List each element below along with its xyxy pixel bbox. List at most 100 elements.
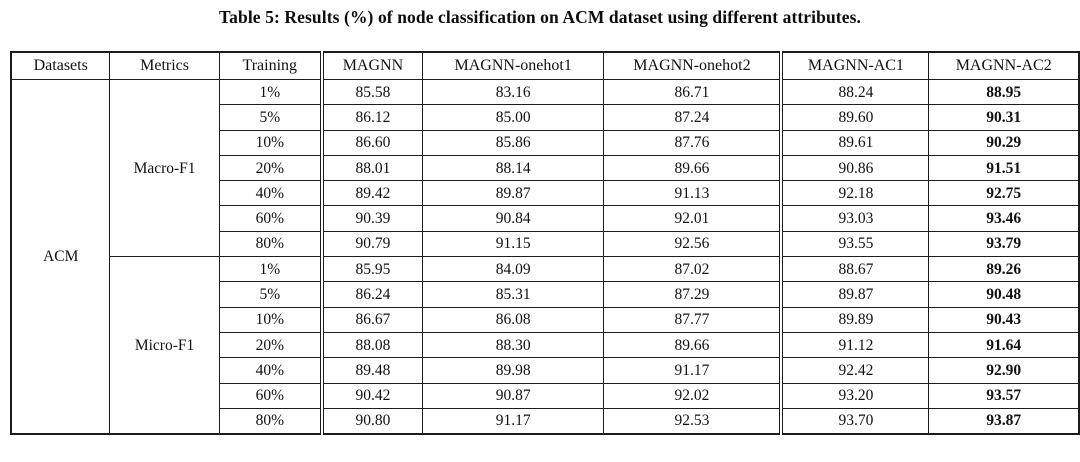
table-row: 60% 90.42 90.87 92.02 93.20 93.57: [11, 382, 1080, 409]
training-ratio-cell: 40%: [218, 180, 323, 207]
training-ratio-cell: 60%: [218, 382, 323, 409]
value-cell-magnn-onehot1: 90.87: [421, 382, 605, 409]
value-cell-magnn-ac2: 93.79: [928, 230, 1080, 258]
training-ratio-cell: 80%: [218, 407, 323, 435]
column-header-magnn-onehot2: MAGNN-onehot2: [603, 51, 782, 80]
training-ratio-cell: 20%: [218, 331, 323, 359]
table-header: Datasets Metrics Training MAGNN MAGNN-onehot…: [10, 51, 1080, 80]
value-cell-magnn-ac1: 89.89: [779, 306, 930, 333]
value-cell-magnn-onehot1: 90.84: [421, 205, 605, 232]
value-cell-magnn-ac1: 89.60: [779, 104, 930, 131]
training-ratio-cell: 1%: [218, 78, 323, 106]
training-ratio-cell: 40%: [218, 357, 323, 384]
training-ratio-cell: 5%: [218, 104, 323, 131]
value-cell-magnn-onehot2: 92.02: [603, 382, 782, 409]
training-ratio-cell: 80%: [218, 230, 323, 258]
value-cell-magnn-ac2: 88.95: [928, 78, 1080, 106]
value-cell-magnn-onehot2: 89.66: [603, 154, 782, 182]
value-cell-magnn-ac2: 93.87: [928, 407, 1080, 435]
value-cell-magnn-onehot2: 87.02: [603, 256, 782, 283]
value-cell-magnn: 86.12: [319, 104, 423, 131]
table-row: ACM Macro-F1 1% 85.58 83.16 86.71 88.24 88.95: [10, 78, 1080, 435]
value-cell-magnn-ac2: 90.31: [928, 104, 1080, 131]
results-table: Datasets Metrics Training MAGNN MAGNN-onehot…: [10, 51, 1080, 436]
value-cell-magnn-onehot1: 83.16: [421, 78, 605, 106]
value-cell-magnn-ac1: 92.42: [779, 357, 930, 384]
column-header-magnn: MAGNN: [319, 51, 423, 80]
value-cell-magnn-onehot2: 86.71: [603, 78, 782, 106]
value-cell-magnn-onehot2: 92.53: [603, 407, 782, 435]
value-cell-magnn: 90.80: [319, 407, 423, 435]
training-ratio-cell: 10%: [218, 306, 323, 333]
training-ratio-cell: 20%: [218, 154, 323, 182]
value-cell-magnn-onehot1: 85.00: [421, 104, 605, 131]
table-row: 40% 89.42 89.87 91.13 92.18 92.75: [11, 180, 1080, 207]
value-cell-magnn-onehot1: 84.09: [421, 256, 605, 283]
table-row: 20% 88.01 88.14 89.66 90.86 91.51: [11, 154, 1080, 182]
table-row: Micro-F1 1% 85.95 84.09 87.02 88.67 89.26: [11, 256, 1080, 435]
value-cell-magnn-onehot1: 89.87: [421, 180, 605, 207]
column-header-magnn-onehot1: MAGNN-onehot1: [421, 51, 605, 80]
metric-cell-macro-f1: Macro-F1: [109, 78, 220, 258]
value-cell-magnn-ac1: 93.03: [779, 205, 930, 232]
table-row: 5% 86.12 85.00 87.24 89.60 90.31: [11, 104, 1080, 131]
value-cell-magnn-onehot2: 91.17: [603, 357, 782, 384]
column-header-metrics: Metrics: [109, 51, 220, 80]
value-cell-magnn-onehot2: 87.24: [603, 104, 782, 131]
training-ratio-cell: 10%: [218, 129, 323, 156]
value-cell-magnn-onehot1: 88.30: [421, 331, 605, 359]
value-cell-magnn: 88.08: [319, 331, 423, 359]
value-cell-magnn-ac1: 93.55: [779, 230, 930, 258]
value-cell-magnn: 90.39: [319, 205, 423, 232]
value-cell-magnn-ac1: 93.20: [779, 382, 930, 409]
value-cell-magnn: 86.67: [319, 306, 423, 333]
value-cell-magnn-ac2: 91.64: [928, 331, 1080, 359]
value-cell-magnn-onehot2: 87.29: [603, 281, 782, 308]
value-cell-magnn-ac1: 88.67: [779, 256, 930, 283]
table-row: 20% 88.08 88.30 89.66 91.12 91.64: [11, 331, 1080, 359]
value-cell-magnn-onehot1: 85.86: [421, 129, 605, 156]
value-cell-magnn-ac2: 92.75: [928, 180, 1080, 207]
value-cell-magnn-onehot1: 86.08: [421, 306, 605, 333]
value-cell-magnn: 86.60: [319, 129, 423, 156]
value-cell-magnn: 89.48: [319, 357, 423, 384]
dataset-cell: ACM: [10, 79, 111, 435]
table-row: 5% 86.24 85.31 87.29 89.87 90.48: [11, 281, 1080, 308]
value-cell-magnn: 90.79: [319, 230, 423, 258]
table-row: 60% 90.39 90.84 92.01 93.03 93.46: [11, 205, 1080, 232]
value-cell-magnn-ac1: 91.12: [779, 331, 930, 359]
value-cell-magnn: 88.01: [319, 154, 423, 182]
table-caption: Table 5: Results (%) of node classificat…: [218, 7, 861, 27]
value-cell-magnn-onehot1: 91.15: [421, 230, 605, 258]
value-cell-magnn: 85.95: [319, 256, 423, 283]
value-cell-magnn-ac2: 89.26: [928, 256, 1080, 283]
training-ratio-cell: 5%: [218, 281, 323, 308]
value-cell-magnn-onehot1: 91.17: [421, 407, 605, 435]
value-cell-magnn-ac1: 90.86: [779, 154, 930, 182]
table-body: ACM Macro-F1 1% 85.58 83.16 86.71 88.24 88.95 5%…: [10, 78, 1080, 435]
value-cell-magnn-ac2: 90.48: [928, 281, 1080, 308]
value-cell-magnn: 90.42: [319, 382, 423, 409]
value-cell-magnn-ac1: 93.70: [779, 407, 930, 435]
column-header-training: Training: [218, 51, 323, 80]
value-cell-magnn: 86.24: [319, 281, 423, 308]
value-cell-magnn-ac1: 89.87: [779, 281, 930, 308]
value-cell-magnn: 89.42: [319, 180, 423, 207]
header-row: Datasets Metrics Training MAGNN MAGNN-onehot…: [10, 51, 1080, 80]
value-cell-magnn-onehot2: 87.77: [603, 306, 782, 333]
value-cell-magnn-ac2: 93.57: [928, 382, 1080, 409]
value-cell-magnn-ac2: 91.51: [928, 154, 1080, 182]
table-row: 10% 86.67 86.08 87.77 89.89 90.43: [11, 306, 1080, 333]
value-cell-magnn-onehot2: 92.01: [603, 205, 782, 232]
table-row: 10% 86.60 85.86 87.76 89.61 90.29: [11, 129, 1080, 156]
value-cell-magnn-ac2: 92.90: [928, 357, 1080, 384]
value-cell-magnn-onehot1: 85.31: [421, 281, 605, 308]
value-cell-magnn-ac1: 89.61: [779, 129, 930, 156]
value-cell-magnn: 85.58: [319, 78, 423, 106]
training-ratio-cell: 1%: [218, 256, 323, 283]
value-cell-magnn-ac2: 90.29: [928, 129, 1080, 156]
value-cell-magnn-ac1: 92.18: [779, 180, 930, 207]
value-cell-magnn-ac2: 90.43: [928, 306, 1080, 333]
value-cell-magnn-onehot1: 89.98: [421, 357, 605, 384]
